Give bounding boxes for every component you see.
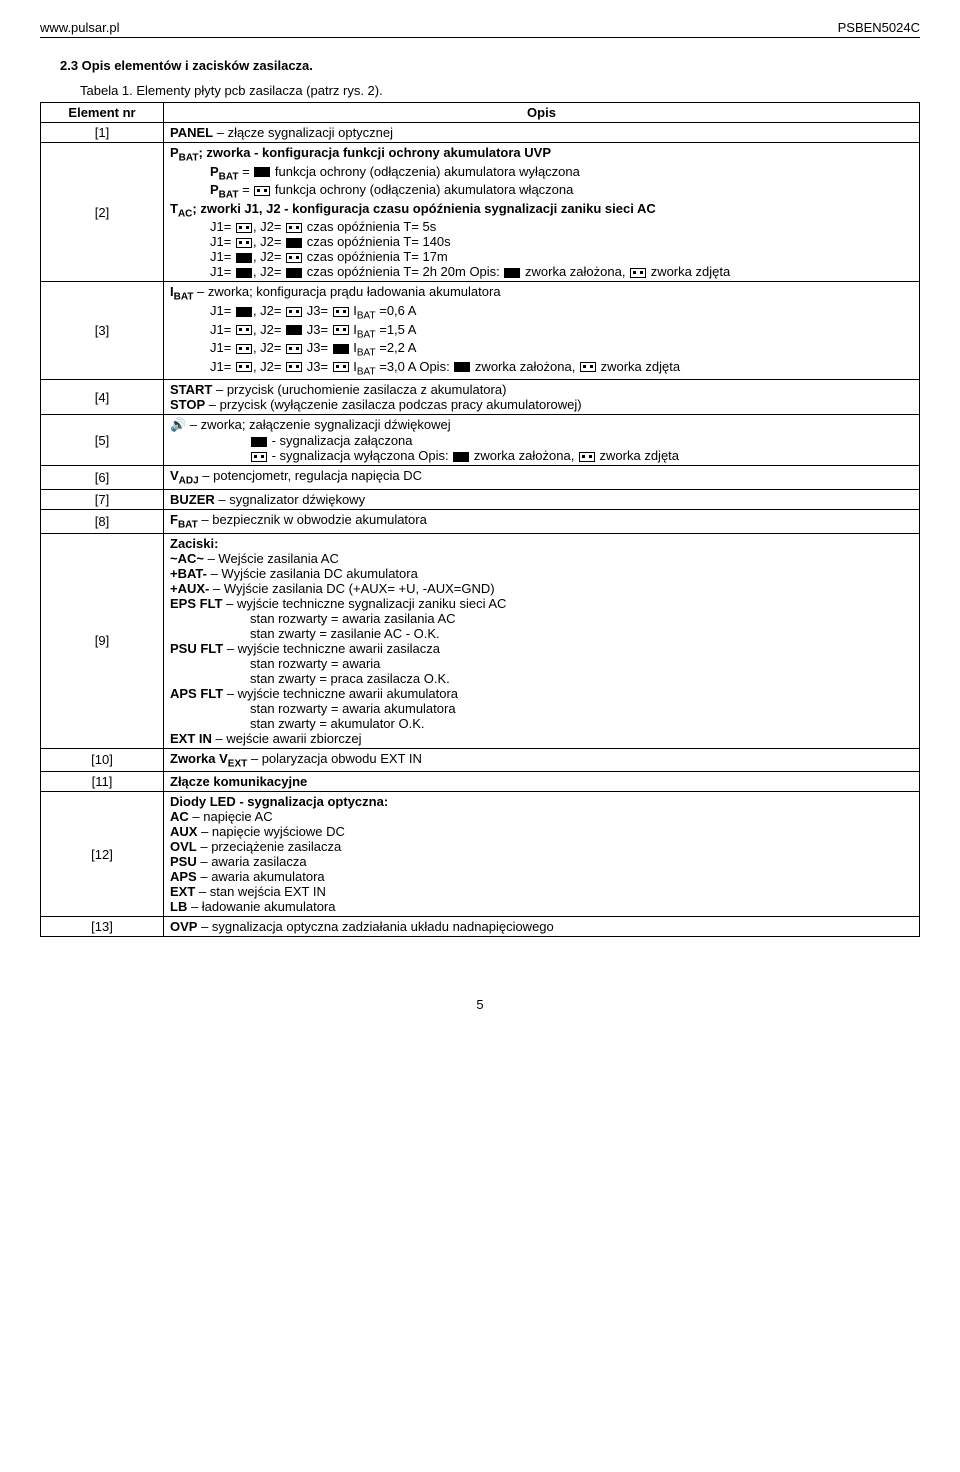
table-row: [10] Zworka VEXT – polaryzacja obwodu EX…	[41, 748, 920, 772]
cell-el: [2]	[41, 143, 164, 282]
table-header-row: Element nr Opis	[41, 103, 920, 123]
cell-opis: IBAT – zworka; konfiguracja prądu ładowa…	[164, 282, 920, 380]
table-row: [12] Diody LED - sygnalizacja optyczna: …	[41, 792, 920, 917]
jumper-on-icon	[254, 167, 270, 177]
header-left: www.pulsar.pl	[40, 20, 119, 35]
cell-opis: 🔊 – zworka; załączenie sygnalizacji dźwi…	[164, 415, 920, 466]
col-header-opis: Opis	[164, 103, 920, 123]
jumper-off-icon	[254, 186, 270, 196]
cell-el: [1]	[41, 123, 164, 143]
table-caption: Tabela 1. Elementy płyty pcb zasilacza (…	[80, 83, 920, 98]
col-header-element: Element nr	[41, 103, 164, 123]
table-row: [9] Zaciski: ~AC~ – Wejście zasilania AC…	[41, 533, 920, 748]
cell-el: [5]	[41, 415, 164, 466]
section-title: 2.3 Opis elementów i zacisków zasilacza.	[60, 58, 920, 73]
page-header: www.pulsar.pl PSBEN5024C	[40, 20, 920, 38]
table-row: [5] 🔊 – zworka; załączenie sygnalizacji …	[41, 415, 920, 466]
table-row: [7] BUZER – sygnalizator dźwiękowy	[41, 489, 920, 509]
cell-el: [4]	[41, 380, 164, 415]
cell-opis: PBAT; zworka - konfiguracja funkcji ochr…	[164, 143, 920, 282]
table-row: [2] PBAT; zworka - konfiguracja funkcji …	[41, 143, 920, 282]
table-row: [6] VADJ – potencjometr, regulacja napię…	[41, 466, 920, 490]
table-row: [4] START – przycisk (uruchomienie zasil…	[41, 380, 920, 415]
table-row: [8] FBAT – bezpiecznik w obwodzie akumul…	[41, 509, 920, 533]
cell-opis: START – przycisk (uruchomienie zasilacza…	[164, 380, 920, 415]
table-row: [1] PANEL – złącze sygnalizacji optyczne…	[41, 123, 920, 143]
cell-el: [3]	[41, 282, 164, 380]
table-row: [3] IBAT – zworka; konfiguracja prądu ła…	[41, 282, 920, 380]
cell-opis: PANEL – złącze sygnalizacji optycznej	[164, 123, 920, 143]
speaker-icon: 🔊	[170, 417, 186, 432]
table-row: [11] Złącze komunikacyjne	[41, 772, 920, 792]
header-right: PSBEN5024C	[838, 20, 920, 35]
page-number: 5	[40, 997, 920, 1012]
table-row: [13] OVP – sygnalizacja optyczna zadział…	[41, 917, 920, 937]
elements-table: Element nr Opis [1] PANEL – złącze sygna…	[40, 102, 920, 937]
